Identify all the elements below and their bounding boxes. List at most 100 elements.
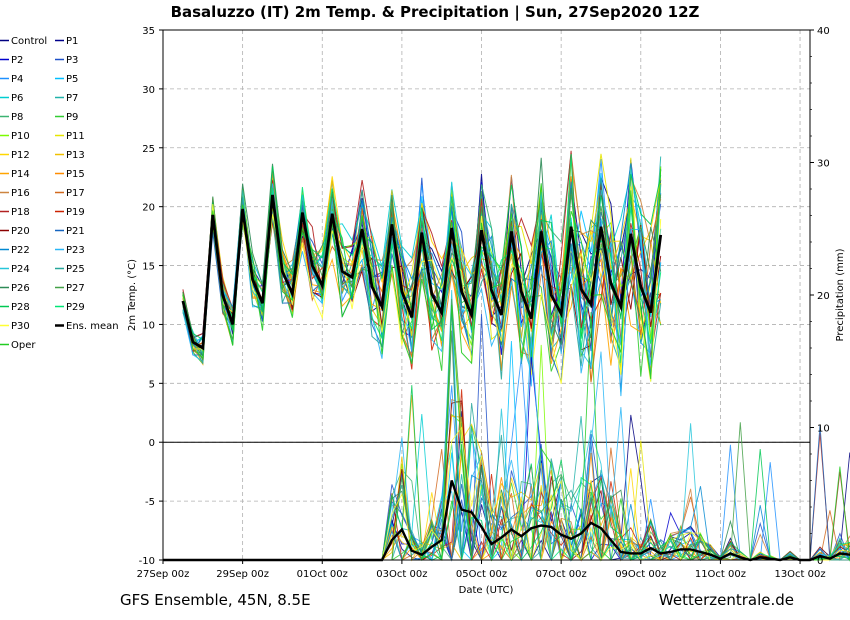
legend-label: P5 <box>66 74 78 85</box>
y-tick-label: -5 <box>145 497 155 508</box>
y-tick-label: -10 <box>139 556 155 567</box>
y2-tick-label: 10 <box>817 424 830 435</box>
legend-item: P29 <box>55 302 85 313</box>
legend-item: P2 <box>0 55 23 66</box>
y-tick-label: 35 <box>142 26 155 37</box>
legend-label: P20 <box>11 226 30 237</box>
legend-item: P25 <box>55 264 85 275</box>
legend-item: P4 <box>0 74 23 85</box>
y-axis-label: 2m Temp. (°C) <box>127 259 138 331</box>
y2-tick-label: 40 <box>817 26 830 37</box>
legend-label: P18 <box>11 207 30 218</box>
legend-item: P18 <box>0 207 30 218</box>
legend-label: P25 <box>66 264 85 275</box>
member-temp-oper <box>182 168 662 380</box>
legend-label: P23 <box>66 245 85 256</box>
y2-tick-label: 20 <box>817 291 830 302</box>
y2-tick-label: 30 <box>817 159 830 170</box>
legend-label: P13 <box>66 150 85 161</box>
x-tick-label: 13Oct 00z <box>774 569 825 580</box>
legend-item: P5 <box>55 74 78 85</box>
legend-label: Control <box>11 36 47 47</box>
legend-label: P4 <box>11 74 23 85</box>
legend-label: P22 <box>11 245 30 256</box>
legend-label: P15 <box>66 169 85 180</box>
legend-label: P12 <box>11 150 30 161</box>
legend-label: P29 <box>66 302 85 313</box>
legend-label: P3 <box>66 55 78 66</box>
legend-label: P10 <box>11 131 30 142</box>
legend-label: P17 <box>66 188 85 199</box>
legend-item: Control <box>0 36 47 47</box>
x-tick-label: 03Oct 00z <box>376 569 427 580</box>
legend-item: P1 <box>55 36 78 47</box>
y2-tick-label: 0 <box>817 556 823 567</box>
member-temp-p21 <box>182 193 662 392</box>
legend-label: Ens. mean <box>66 321 119 332</box>
x-tick-label: 29Sep 00z <box>216 569 269 580</box>
legend-item: P13 <box>55 150 85 161</box>
legend-label: P14 <box>11 169 30 180</box>
legend-item: P24 <box>0 264 30 275</box>
legend-label: P11 <box>66 131 85 142</box>
legend-item: P22 <box>0 245 30 256</box>
legend-item: P16 <box>0 188 30 199</box>
legend-item: P9 <box>55 112 78 123</box>
legend-item: P23 <box>55 245 85 256</box>
legend-label: P7 <box>66 93 78 104</box>
legend-item: P10 <box>0 131 30 142</box>
legend-label: P16 <box>11 188 30 199</box>
x-tick-label: 09Oct 00z <box>615 569 666 580</box>
legend-label: P26 <box>11 283 30 294</box>
legend-item: P12 <box>0 150 30 161</box>
legend-item: P7 <box>55 93 78 104</box>
legend-label: P24 <box>11 264 30 275</box>
y-tick-label: 0 <box>149 438 155 449</box>
footer-model-info: GFS Ensemble, 45N, 8.5E <box>120 591 311 609</box>
chart-title: Basaluzzo (IT) 2m Temp. & Precipitation … <box>171 3 700 22</box>
legend-item: P30 <box>0 321 30 332</box>
legend-label: P8 <box>11 112 23 123</box>
y-tick-label: 25 <box>142 144 155 155</box>
legend-label: P2 <box>11 55 23 66</box>
legend-item: P3 <box>55 55 78 66</box>
x-axis-label: Date (UTC) <box>459 585 514 596</box>
legend-label: P1 <box>66 36 78 47</box>
legend-item: Ens. mean <box>55 321 119 332</box>
legend-item: P6 <box>0 93 23 104</box>
legend-label: P19 <box>66 207 85 218</box>
legend-label: P9 <box>66 112 78 123</box>
x-tick-label: 27Sep 00z <box>137 569 190 580</box>
legend-item: P21 <box>55 226 85 237</box>
legend-item: P17 <box>55 188 85 199</box>
y2-axis-label: Precipitation (mm) <box>835 248 846 341</box>
legend-item: P28 <box>0 302 30 313</box>
legend-label: P30 <box>11 321 30 332</box>
y-tick-label: 20 <box>142 203 155 214</box>
legend-item: P8 <box>0 112 23 123</box>
member-temp-p28 <box>182 165 662 358</box>
x-tick-label: 07Oct 00z <box>536 569 587 580</box>
axes: -10 -5 0 5 10 15 20 25 30 35 0 10 20 30 40 27Sep 00z 29S… <box>137 26 830 580</box>
y-tick-label: 10 <box>142 320 155 331</box>
ens-mean-temp-line <box>181 194 663 351</box>
footer-source: Wetterzentrale.de <box>659 591 794 609</box>
x-tick-label: 01Oct 00z <box>297 569 348 580</box>
y-tick-label: 15 <box>142 262 155 273</box>
legend-item: P19 <box>55 207 85 218</box>
y-tick-label: 30 <box>142 85 155 96</box>
y-tick-label: 5 <box>149 379 155 390</box>
legend-item: P27 <box>55 283 85 294</box>
legend-label: P6 <box>11 93 23 104</box>
legend-label: P27 <box>66 283 85 294</box>
legend-label: Oper <box>11 340 36 351</box>
legend-item: P26 <box>0 283 30 294</box>
legend-item: P14 <box>0 169 30 180</box>
legend-item: Oper <box>0 340 36 351</box>
legend: Control P2 P4 P6 P8 P10 P12 P14 P16 P18 P20 P22 P24 P… <box>0 36 119 351</box>
legend-label: P21 <box>66 226 85 237</box>
legend-label: P28 <box>11 302 30 313</box>
legend-item: P20 <box>0 226 30 237</box>
legend-item: P15 <box>55 169 85 180</box>
